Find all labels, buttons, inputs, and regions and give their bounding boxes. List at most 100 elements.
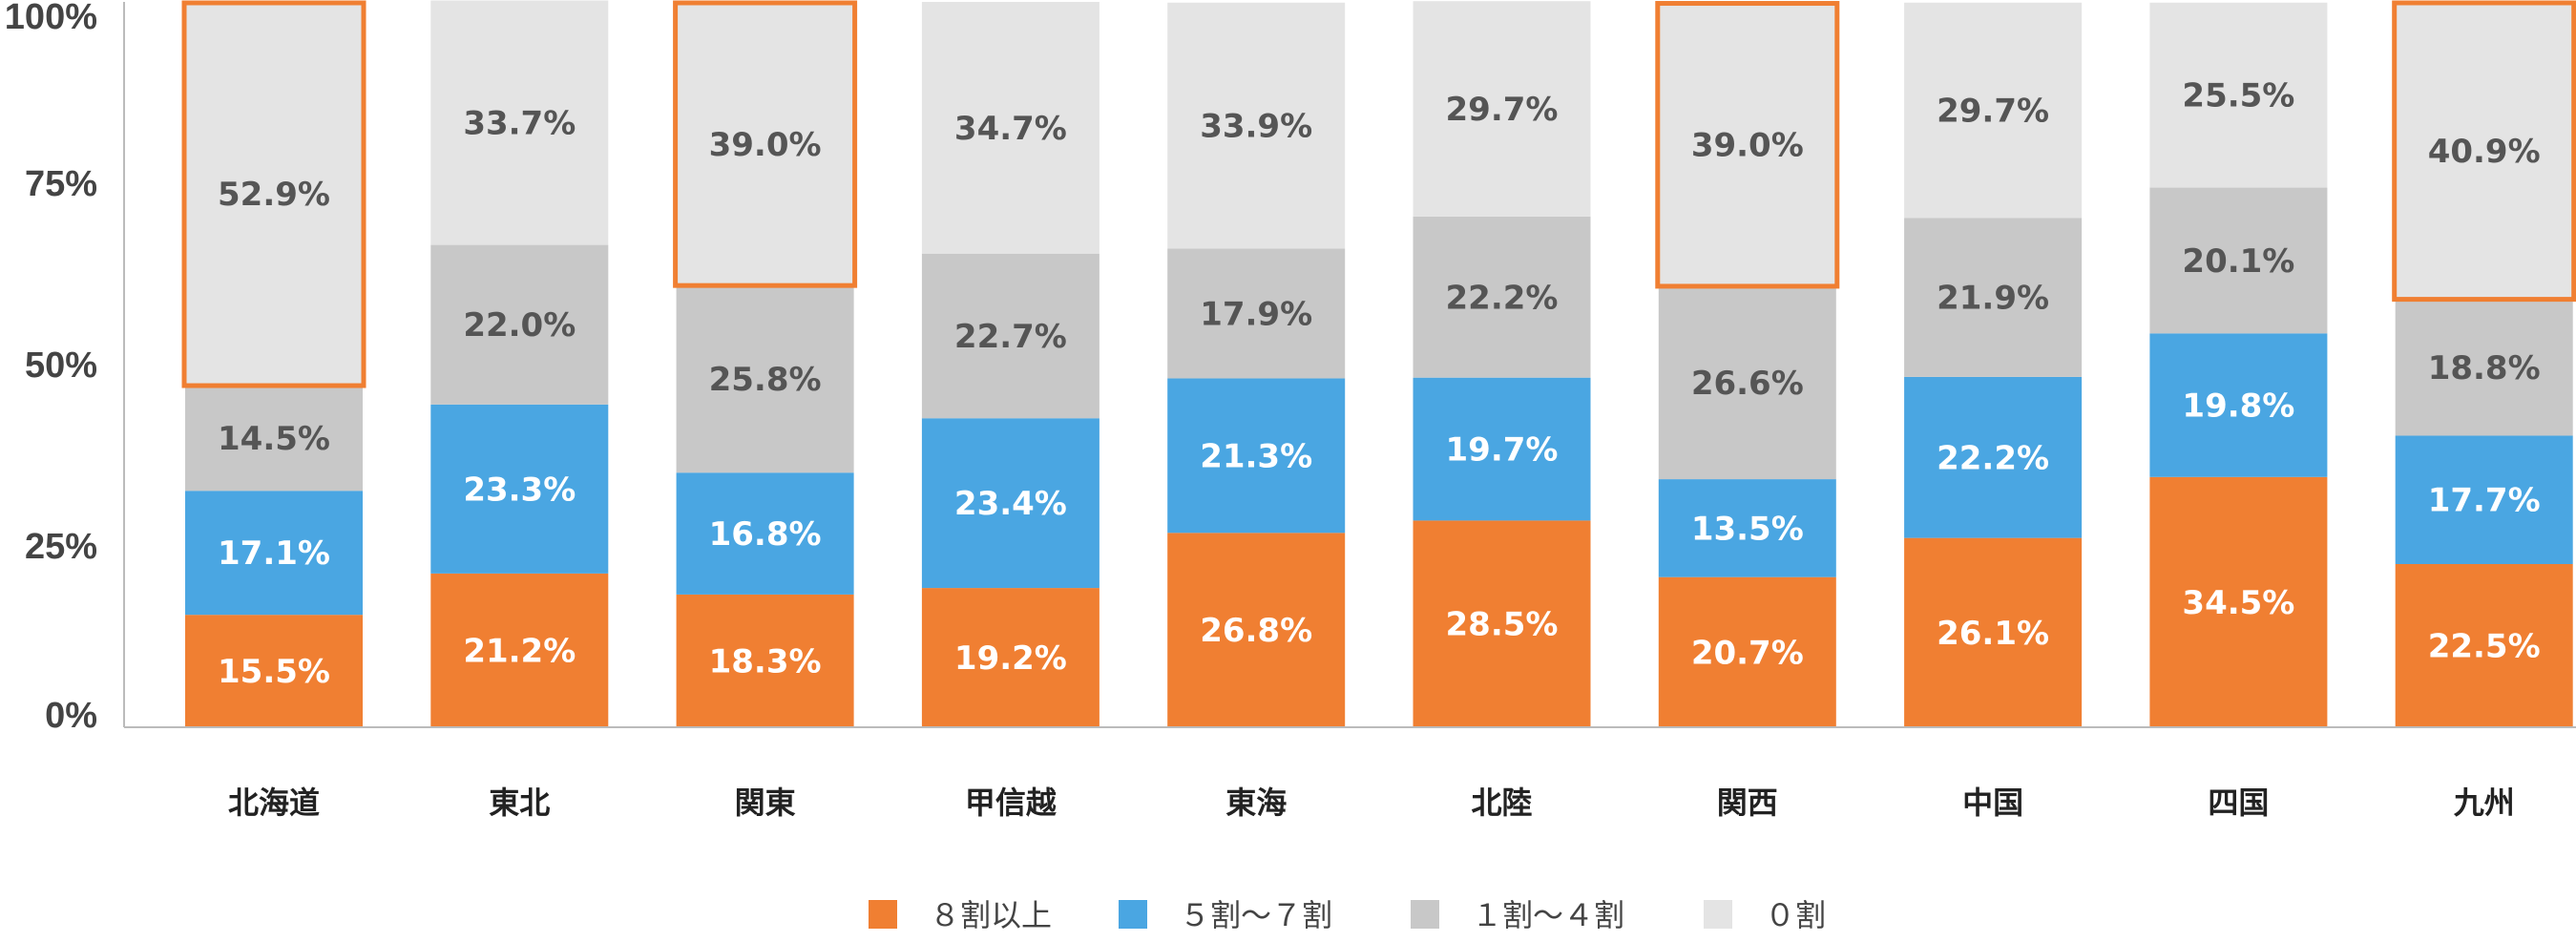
data-label: 13.5% [1691,510,1804,548]
bar-segment [676,472,854,595]
data-label: 33.9% [1200,108,1312,146]
bar-segment [2395,299,2573,436]
x-tick-label: 中国 [1962,785,2023,821]
data-label: 26.1% [1937,615,2049,653]
bar-segment [2149,187,2328,334]
data-label: 25.8% [709,361,822,399]
bar-segment [2149,2,2328,188]
data-label: 17.7% [2428,482,2541,520]
data-label: 21.9% [1937,280,2049,318]
bar-segment [1904,218,2083,377]
bar-segment [921,588,1100,727]
data-label: 20.7% [1691,634,1804,672]
data-label: 22.5% [2428,628,2541,666]
bar-segment [676,2,854,286]
data-label: 22.2% [1937,439,2049,477]
bar-segment [1413,520,1591,727]
bar-segment [185,615,363,727]
axes [123,2,2576,728]
bar-segment [1167,248,1346,379]
bar-segment [2395,435,2573,564]
x-tick-label: 甲信越 [965,785,1058,821]
bar-segment [1413,1,1591,217]
data-label: 19.8% [2182,387,2294,426]
bar-segment [185,386,363,492]
bar-segment [1904,2,2083,219]
y-tick-label: 50% [25,345,97,386]
legend-item: ５割〜７割 [1119,897,1332,933]
data-label: 21.2% [463,632,576,670]
data-label: 29.7% [1937,93,2049,131]
bar-segment [1904,537,2083,727]
y-tick-label: 100% [5,0,97,37]
data-label: 29.7% [1446,91,1559,129]
bar-segment [921,253,1100,419]
data-label: 20.1% [2182,242,2294,281]
bar-segment [1658,3,1836,286]
bar-segment [676,285,854,473]
data-label: 52.9% [218,176,330,214]
legend-item: １割〜４割 [1411,897,1624,933]
bar-segment [430,244,609,405]
data-labels: 15.5% 17.1% 14.5% 52.9% 21.2% 23.3% 22.0% 33.7%… [218,77,2541,691]
bar-segment [430,573,609,727]
y-tick-label: 25% [25,527,97,567]
data-label: 18.3% [709,642,822,680]
data-label: 21.3% [1200,437,1312,475]
bar-segment [1658,576,1836,727]
bars [185,0,2573,727]
bar-segment [921,418,1100,589]
highlight-box [673,0,858,288]
x-axis-ticks: 北海道 東北 関東 甲信越 東海 北陸 関西 中国 四国 九州 [228,785,2515,821]
data-label: 23.4% [954,485,1067,523]
bar-segment [2395,2,2573,300]
legend-swatch [1119,900,1147,929]
legend: ８割以上 ５割〜７割 １割〜４割 ０割 [869,897,1826,933]
legend-swatch [1411,900,1439,929]
data-label: 16.8% [709,515,822,554]
data-label: 22.2% [1446,279,1559,317]
legend-label: ０割 [1765,897,1826,933]
bar-segment [2395,564,2573,727]
data-label: 40.9% [2428,133,2541,171]
highlight-box [181,0,367,388]
highlight-boxes [181,0,2576,388]
data-label: 26.6% [1691,365,1804,403]
data-label: 15.5% [218,653,330,691]
data-label: 39.0% [1691,127,1804,165]
x-tick-label: 北海道 [228,785,320,821]
highlight-box [1655,1,1840,289]
data-label: 25.5% [2182,77,2294,115]
y-tick-label: 0% [45,696,97,736]
x-tick-label: 関東 [735,785,796,821]
bar-segment [1167,533,1346,727]
data-label: 17.9% [1200,295,1312,333]
bar-segment [1658,479,1836,577]
bar-segment [2149,476,2328,727]
y-axis-ticks: 0% 25% 50% 75% 100% [5,0,97,736]
x-tick-label: 東北 [489,785,550,821]
legend-item: ８割以上 [869,897,1052,933]
legend-item: ０割 [1704,897,1826,933]
data-label: 22.7% [954,318,1067,356]
x-tick-label: 四国 [2208,785,2269,821]
data-label: 26.8% [1200,612,1312,650]
highlight-box [2392,0,2576,303]
bar-segment [430,0,609,245]
data-label: 19.7% [1446,431,1559,470]
x-tick-label: 九州 [2454,785,2515,821]
bar-segment [1413,216,1591,378]
y-tick-label: 75% [25,164,97,204]
legend-label: ５割〜７割 [1180,897,1332,933]
bar-segment [2149,333,2328,477]
data-label: 34.7% [954,110,1067,148]
data-label: 39.0% [709,126,822,164]
x-tick-label: 北陸 [1471,785,1532,821]
bar-segment [185,491,363,616]
legend-swatch [869,900,897,929]
data-label: 33.7% [463,105,576,143]
bar-segment [185,2,363,387]
data-label: 17.1% [218,534,330,573]
bar-segment [1167,378,1346,534]
